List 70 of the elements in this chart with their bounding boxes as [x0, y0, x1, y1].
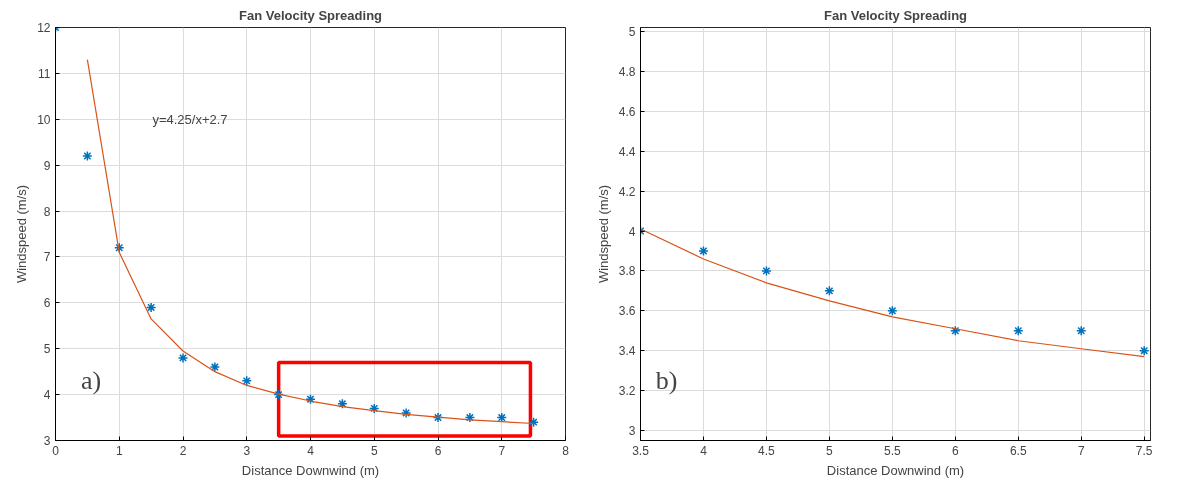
- point: [824, 285, 835, 297]
- point: [1138, 345, 1150, 356]
- x-tick-label: 6: [434, 443, 442, 458]
- y-tick-label: 3.8: [618, 264, 636, 279]
- x-tick-label: 6: [951, 443, 959, 458]
- y-tick-label: 3: [628, 424, 636, 439]
- x-tick-label: 4.5: [758, 443, 776, 458]
- x-tick-label: 5: [370, 443, 378, 458]
- point: [369, 403, 380, 414]
- y-tick-label: 4: [43, 388, 51, 403]
- chart-title: Fan Velocity Spreading: [238, 7, 383, 23]
- point: [114, 242, 125, 254]
- point: [528, 416, 539, 428]
- y-tick-label: 4.4: [618, 144, 636, 159]
- y-tick-label: 5: [43, 342, 51, 357]
- y-tick-label: 9: [43, 158, 51, 173]
- chart-title: Fan Velocity Spreading: [823, 7, 968, 23]
- x-tick-label: 2: [179, 443, 187, 458]
- annotation: y=4.25/x+2.7: [152, 111, 228, 127]
- x-tick-label: 4: [307, 443, 315, 458]
- x-tick-label: 4: [700, 443, 708, 458]
- y-tick-label: 8: [43, 204, 51, 219]
- point: [950, 325, 961, 337]
- point: [82, 150, 93, 162]
- x-axis-title: Distance Downwind (m): [241, 462, 380, 478]
- point: [698, 245, 709, 257]
- y-tick-label: 6: [43, 296, 51, 311]
- line-series: [640, 228, 1145, 358]
- x-tick-label: 5: [826, 443, 834, 458]
- y-axis-title: Windspeed (m/s): [595, 184, 611, 284]
- y-tick-label: 10: [37, 112, 51, 127]
- point: [464, 412, 476, 423]
- point: [400, 407, 412, 419]
- x-tick-label: 3.5: [632, 443, 650, 458]
- y-tick-label: 3: [43, 434, 51, 448]
- point: [1013, 325, 1024, 337]
- point: [177, 352, 189, 364]
- y-tick-label: 4: [628, 224, 636, 239]
- point: [337, 398, 348, 410]
- y-tick-label: 4.6: [618, 104, 636, 119]
- x-tick-label: 3: [243, 443, 251, 458]
- y-tick-label: 4.8: [618, 64, 636, 79]
- x-tick-label: 7: [498, 443, 506, 458]
- point: [305, 393, 316, 405]
- x-axis-title: Distance Downwind (m): [826, 462, 965, 478]
- annotation: b): [655, 366, 678, 396]
- point: [273, 389, 284, 400]
- x-tick-label: 7: [1077, 443, 1085, 458]
- y-tick-label: 3.2: [618, 384, 636, 399]
- x-tick-label: 7.5: [1135, 443, 1153, 458]
- point: [209, 361, 221, 373]
- point: [1075, 325, 1087, 337]
- y-tick-label: 12: [37, 21, 51, 35]
- y-tick-label: 11: [38, 66, 51, 81]
- point: [761, 265, 772, 277]
- x-tick-label: 1: [115, 443, 123, 458]
- point: [145, 302, 157, 313]
- point: [887, 305, 898, 317]
- x-tick-label: 6.5: [1009, 443, 1027, 458]
- y-tick-label: 3.4: [618, 344, 636, 359]
- y-tick-label: 4.2: [618, 184, 636, 199]
- x-tick-label: 8: [562, 443, 570, 458]
- x-tick-label: 0: [52, 443, 60, 458]
- y-tick-label: 5: [628, 24, 636, 39]
- y-tick-label: 3.6: [618, 304, 636, 319]
- y-axis-title: Windspeed (m/s): [14, 184, 30, 284]
- x-tick-label: 5.5: [884, 443, 902, 458]
- annotation: a): [81, 366, 102, 396]
- y-tick-label: 7: [43, 250, 51, 265]
- point: [432, 412, 444, 423]
